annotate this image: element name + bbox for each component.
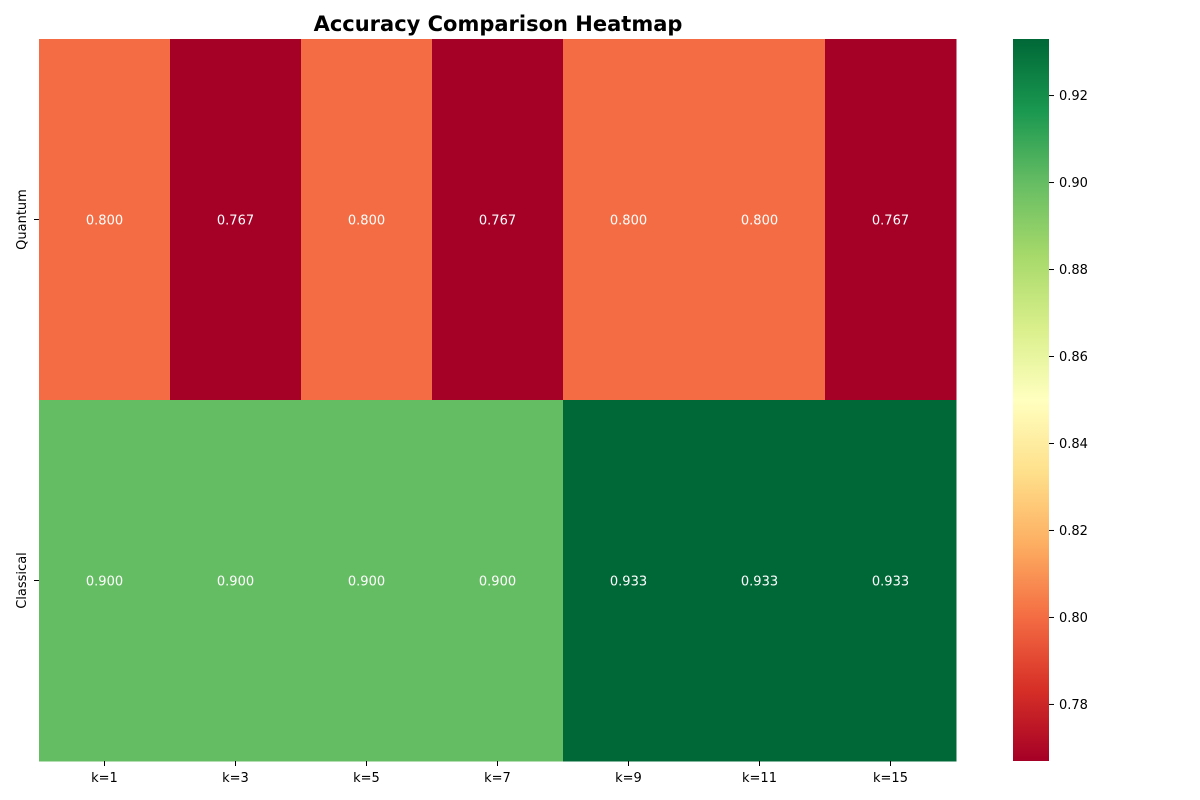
colorbar-tick-label: 0.86 <box>1059 350 1088 365</box>
y-tick-label: Classical <box>15 552 30 609</box>
heatmap-cell <box>825 39 957 401</box>
heatmap-cell-label: 0.933 <box>610 575 647 590</box>
heatmap-cell-labels: 0.800 0.767 0.800 0.767 0.800 0.800 0.767 0.900… <box>86 214 909 590</box>
heatmap-cell <box>432 400 564 762</box>
heatmap-cell-label: 0.900 <box>348 575 385 590</box>
heatmap-cell <box>170 39 302 401</box>
heatmap-cells <box>39 39 957 762</box>
colorbar-tick-label: 0.88 <box>1059 263 1088 278</box>
heatmap-cell-label: 0.933 <box>741 575 778 590</box>
colorbar-tick-label: 0.84 <box>1059 437 1088 452</box>
chart-title: Accuracy Comparison Heatmap <box>314 12 683 36</box>
heatmap-cell-label: 0.767 <box>872 214 909 229</box>
heatmap-cell-label: 0.767 <box>217 214 254 229</box>
x-tick-label: k=3 <box>222 771 249 786</box>
x-tick-label: k=5 <box>353 771 380 786</box>
heatmap-cell-label: 0.767 <box>479 214 516 229</box>
y-tick-label: Quantum <box>15 189 30 250</box>
x-tick-label: k=9 <box>615 771 642 786</box>
colorbar-tick-label: 0.82 <box>1059 524 1088 539</box>
x-tick-label: k=7 <box>484 771 511 786</box>
heatmap-cell <box>694 400 826 762</box>
colorbar: 0.78 0.80 0.82 0.84 0.86 0.88 0.90 0.92 <box>1013 39 1088 761</box>
heatmap-cell-label: 0.900 <box>86 575 123 590</box>
colorbar-tick-label: 0.92 <box>1059 89 1088 104</box>
heatmap-cell-label: 0.800 <box>348 214 385 229</box>
heatmap-cell <box>563 39 695 401</box>
y-axis: Quantum Classical <box>15 189 39 609</box>
heatmap-cell <box>694 39 826 401</box>
heatmap-cell <box>825 400 957 762</box>
colorbar-tick-label: 0.78 <box>1059 698 1088 713</box>
heatmap-cell <box>432 39 564 401</box>
x-axis: k=1 k=3 k=5 k=7 k=9 k=11 k=15 <box>91 761 908 786</box>
heatmap-cell-label: 0.800 <box>86 214 123 229</box>
x-tick-label: k=15 <box>873 771 908 786</box>
heatmap-cell <box>563 400 695 762</box>
colorbar-tick-label: 0.90 <box>1059 176 1088 191</box>
x-tick-label: k=11 <box>742 771 777 786</box>
x-tick-label: k=1 <box>91 771 118 786</box>
heatmap-cell-label: 0.900 <box>479 575 516 590</box>
heatmap-cell-label: 0.933 <box>872 575 909 590</box>
heatmap-cell-label: 0.900 <box>217 575 254 590</box>
heatmap-cell <box>301 400 433 762</box>
heatmap-cell <box>39 400 171 762</box>
heatmap-cell <box>39 39 171 401</box>
colorbar-tick-label: 0.80 <box>1059 611 1088 626</box>
colorbar-bar <box>1013 39 1049 761</box>
heatmap-cell-label: 0.800 <box>741 214 778 229</box>
heatmap-cell <box>170 400 302 762</box>
heatmap-cell <box>301 39 433 401</box>
heatmap-cell-label: 0.800 <box>610 214 647 229</box>
